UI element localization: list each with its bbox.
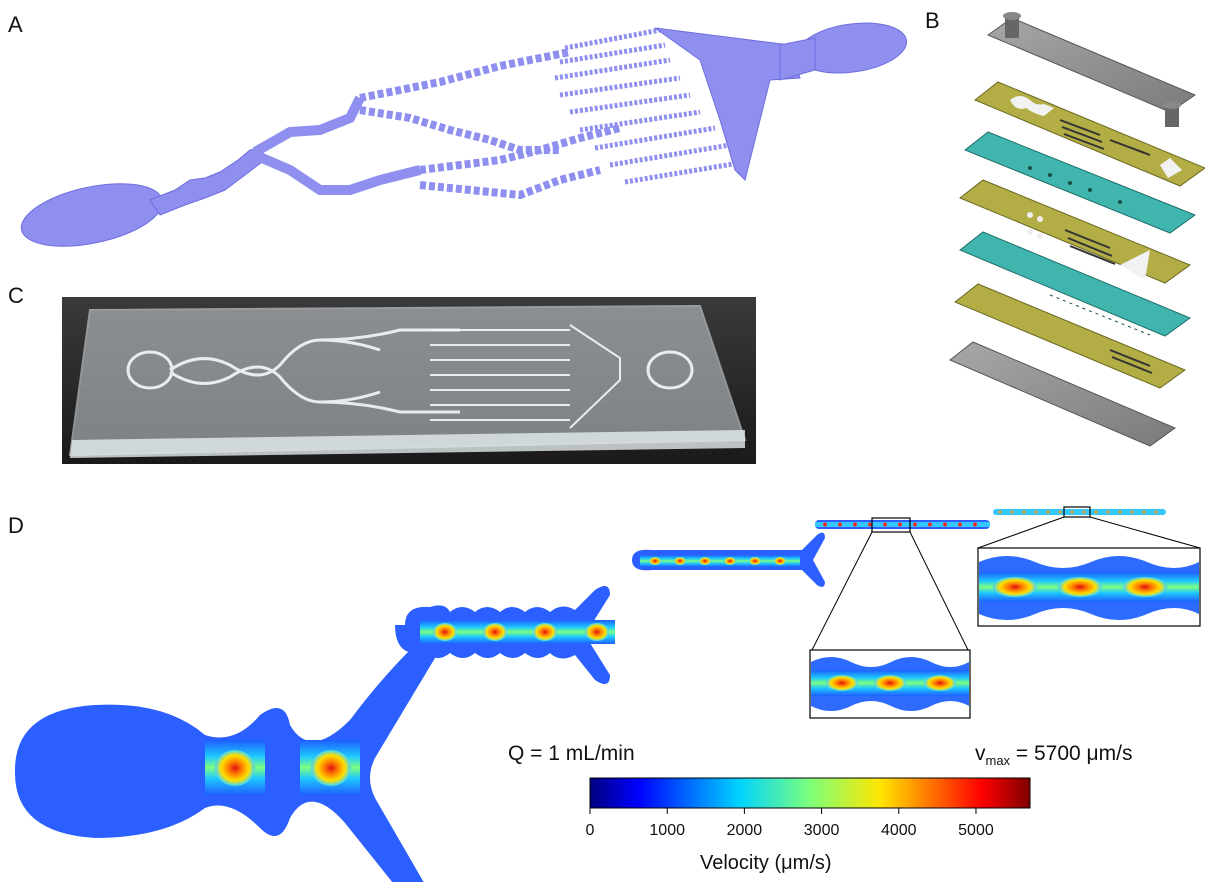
vmax-value: = 5700 μm/s	[1010, 742, 1133, 765]
panel-a-device-3d	[20, 22, 908, 247]
panel-label-d: D	[8, 513, 24, 538]
simulation-stage-4	[815, 517, 990, 533]
colorbar-tick-label: 0	[585, 822, 595, 839]
panel-d-simulation	[15, 506, 1201, 882]
simulation-stage-3	[632, 532, 825, 587]
simulation-stage-2	[395, 586, 615, 684]
vmax-label: vmax = 5700 μm/s	[975, 742, 1132, 768]
vmax-subscript: max	[985, 753, 1011, 769]
zoom-inset-1	[809, 531, 971, 719]
colorbar-tick-label: 2000	[726, 822, 763, 839]
zoom-inset-2	[977, 516, 1201, 627]
colorbar-tick-label: 5000	[958, 822, 994, 839]
panel-label-b: B	[925, 8, 940, 33]
panel-c-device-photo	[62, 297, 756, 464]
panel-b-layer-stack	[949, 12, 1205, 447]
colorbar-title: Velocity (μm/s)	[700, 852, 832, 874]
colorbar	[589, 777, 1031, 809]
colorbar-tick-label: 3000	[803, 822, 840, 839]
simulation-stage-1	[15, 638, 439, 882]
vmax-symbol: v	[975, 742, 986, 765]
simulation-stage-5	[993, 506, 1166, 518]
panel-label-a: A	[8, 12, 23, 37]
flow-rate-label: Q = 1 mL/min	[508, 742, 635, 765]
panel-label-c: C	[8, 283, 24, 308]
colorbar-tick-label: 1000	[649, 822, 685, 839]
screw-icon	[1003, 12, 1181, 127]
colorbar-tick-label: 4000	[880, 822, 917, 839]
